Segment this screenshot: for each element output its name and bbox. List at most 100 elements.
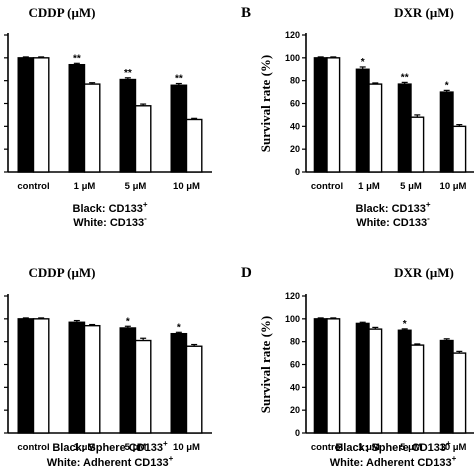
legend-entry: Black: Sphere CD133+: [52, 439, 168, 454]
bar: [185, 118, 203, 173]
bar: [32, 318, 50, 434]
legend-text: White: CD133: [73, 217, 144, 229]
legend-text: White: Adherent CD133: [47, 457, 169, 469]
category-label: 10 μM: [173, 181, 200, 192]
y-tick-label: 80: [290, 76, 300, 86]
bar: [397, 83, 412, 173]
bar: [68, 63, 86, 173]
legend-superscript: +: [426, 200, 431, 209]
legend-entry: White: CD133-: [73, 214, 147, 229]
category-label: control: [17, 442, 49, 453]
bar: [170, 84, 188, 173]
chart-title: CDDP (μM): [29, 265, 96, 280]
category-label: 1 μM: [74, 442, 96, 453]
y-tick-label: 120: [285, 30, 300, 40]
legend-entry: White: Adherent CD133+: [47, 454, 174, 469]
legend-entry: White: Adherent CD133+: [330, 454, 457, 469]
category-label: 1 μM: [74, 181, 96, 192]
legend-text: Black: Sphere CD133: [335, 442, 446, 454]
chart-panel-4: DXR (μM) D Survival rate (%) 0 20 40 60 80 100 12…: [241, 265, 474, 469]
y-tick-label: 20: [290, 405, 300, 415]
chart-title: DXR (μM): [394, 5, 454, 20]
legend-entry: White: CD133-: [356, 214, 430, 229]
bar: [17, 57, 35, 173]
legend-text: White: Adherent CD133: [330, 457, 452, 469]
category-label: control: [311, 442, 343, 453]
chart-title: CDDP (μM): [29, 5, 96, 20]
category-label: control: [17, 181, 49, 192]
chart-panel-2: DXR (μM) B Survival rate (%) 0 20 40 60 80 100 12…: [241, 5, 474, 229]
bar: [185, 345, 203, 434]
legend-entry: Black: CD133+: [356, 200, 431, 215]
legend-text: Black: CD133: [73, 203, 143, 215]
legend-superscript: +: [169, 454, 174, 463]
chart-panel-1: CDDP (μM) control ** 1 μM ** 5 μM ** 10 μM Black…: [4, 5, 212, 229]
y-tick-label: 100: [285, 314, 300, 324]
bar: [83, 83, 101, 173]
category-label: 5 μM: [125, 181, 147, 192]
legend-entry: Black: Sphere CD133+: [335, 439, 451, 454]
category-label: control: [311, 181, 343, 192]
y-tick-label: 0: [295, 428, 300, 438]
bar: [83, 324, 101, 434]
bar: [397, 329, 412, 434]
bar: [170, 332, 188, 434]
significance-marker: *: [445, 80, 449, 91]
legend-text: Black: Sphere CD133: [52, 442, 163, 454]
legend-superscript: +: [446, 439, 451, 448]
bar: [119, 78, 137, 173]
significance-marker: **: [73, 53, 81, 64]
bar: [439, 339, 454, 434]
bar: [355, 322, 370, 434]
bar: [439, 91, 454, 173]
significance-marker: *: [361, 57, 365, 68]
legend-superscript: -: [144, 214, 147, 223]
category-label: 1 μM: [358, 442, 380, 453]
category-label: 10 μM: [440, 181, 467, 192]
y-axis-label: Survival rate (%): [258, 316, 273, 413]
y-axis-label: Survival rate (%): [258, 55, 273, 152]
significance-marker: **: [401, 72, 409, 83]
bar: [355, 68, 370, 173]
category-label: 10 μM: [173, 442, 200, 453]
category-label: 1 μM: [358, 181, 380, 192]
y-tick-label: 120: [285, 291, 300, 301]
category-label: 5 μM: [125, 442, 147, 453]
y-tick-label: 40: [290, 121, 300, 131]
significance-marker: *: [177, 322, 181, 333]
chart-title: DXR (μM): [394, 265, 454, 280]
legend-superscript: +: [163, 439, 168, 448]
legend-text: Black: CD133: [356, 203, 426, 215]
y-tick-label: 80: [290, 337, 300, 347]
legend-superscript: -: [427, 214, 430, 223]
bar: [68, 321, 86, 434]
category-label: 10 μM: [440, 442, 467, 453]
bar: [313, 57, 328, 173]
y-tick-label: 40: [290, 382, 300, 392]
significance-marker: *: [126, 316, 130, 327]
y-tick-label: 0: [295, 167, 300, 177]
bar: [368, 83, 383, 173]
bar: [410, 344, 425, 434]
panel-letter: B: [241, 5, 251, 21]
bar: [119, 327, 137, 434]
bar: [326, 57, 341, 173]
significance-marker: *: [403, 319, 407, 330]
bar: [368, 328, 383, 434]
legend-entry: Black: CD133+: [73, 200, 148, 215]
category-label: 5 μM: [400, 442, 422, 453]
y-tick-label: 100: [285, 53, 300, 63]
significance-marker: **: [124, 68, 132, 79]
bar: [32, 57, 50, 173]
category-label: 5 μM: [400, 181, 422, 192]
legend-text: White: CD133: [356, 217, 427, 229]
bar: [452, 352, 467, 434]
legend-superscript: +: [452, 454, 457, 463]
bar: [17, 318, 35, 434]
y-tick-label: 60: [290, 360, 300, 370]
significance-marker: **: [175, 74, 183, 85]
bar: [452, 125, 467, 173]
bar: [134, 105, 152, 173]
bar: [313, 318, 328, 434]
